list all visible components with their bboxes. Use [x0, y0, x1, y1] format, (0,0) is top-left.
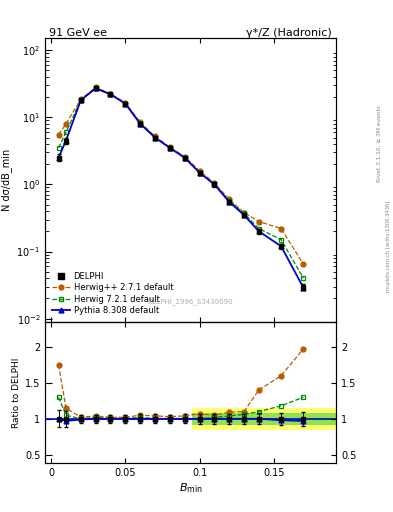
Text: 91 GeV ee: 91 GeV ee [49, 28, 107, 38]
Bar [192, 413, 336, 424]
Text: γ*/Z (Hadronic): γ*/Z (Hadronic) [246, 28, 332, 38]
Bar [192, 408, 336, 430]
Text: DELPHI_1996_S3430090: DELPHI_1996_S3430090 [148, 298, 233, 305]
Y-axis label: N dσ/dB_min: N dσ/dB_min [2, 149, 12, 211]
Legend: DELPHI, Herwig++ 2.7.1 default, Herwig 7.2.1 default, Pythia 8.308 default: DELPHI, Herwig++ 2.7.1 default, Herwig 7… [50, 269, 176, 317]
Text: Rivet 3.1.10, ≥ 3M events: Rivet 3.1.10, ≥ 3M events [377, 105, 382, 182]
Y-axis label: Ratio to DELPHI: Ratio to DELPHI [12, 357, 21, 428]
X-axis label: $B_{\rm min}$: $B_{\rm min}$ [179, 481, 202, 495]
Text: mcplots.cern.ch [arXiv:1306.3436]: mcplots.cern.ch [arXiv:1306.3436] [386, 200, 391, 291]
